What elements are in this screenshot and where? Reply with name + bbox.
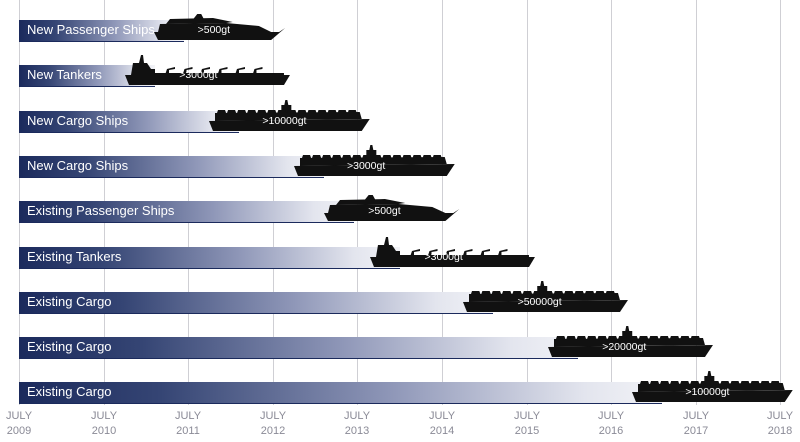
timeline-row: Existing Cargo >50000gt (19, 280, 629, 320)
passenger-ship-icon (154, 14, 286, 40)
axis-year: 2016 (598, 425, 624, 437)
row-label: Existing Cargo (27, 339, 112, 355)
cargo-ship-icon (547, 326, 713, 358)
axis-year: 2014 (429, 425, 455, 437)
axis-year: 2010 (91, 425, 117, 437)
timeline-bar (19, 201, 354, 224)
axis-label-2012: JULY 2012 (243, 409, 303, 439)
axis-year: 2015 (514, 425, 540, 437)
tonnage-threshold: >500gt (368, 205, 401, 218)
axis-label-2013: JULY 2013 (327, 409, 387, 439)
tonnage-threshold: >50000gt (517, 295, 562, 308)
axis-month: JULY (174, 410, 202, 422)
axis-month: JULY (343, 410, 371, 422)
axis-month: JULY (259, 410, 287, 422)
cargo-ship-icon (632, 371, 794, 403)
row-label: Existing Cargo (27, 384, 112, 400)
axis-label-2017: JULY 2017 (666, 409, 726, 439)
gridline-2017 (696, 0, 697, 405)
axis-label-2018: JULY 2018 (750, 409, 800, 439)
timeline-row: Existing Tankers >3000gt (19, 236, 536, 275)
passenger-ship-icon (323, 195, 459, 222)
row-label: New Cargo Ships (27, 157, 129, 173)
tonnage-threshold: >500gt (197, 24, 231, 36)
row-label: New Passenger Ships (27, 22, 155, 37)
timeline-bar (19, 110, 240, 133)
axis-label-2015: JULY 2015 (497, 409, 557, 439)
timeline-row: Existing Passenger Ships >500gt (19, 195, 459, 229)
axis-label-2011: JULY 2011 (158, 409, 218, 439)
row-label: Existing Tankers (27, 248, 122, 264)
cargo-ship-icon (463, 280, 629, 312)
timeline-bar (19, 65, 155, 88)
axis-month: JULY (682, 410, 710, 422)
axis-label-2014: JULY 2014 (412, 409, 472, 439)
row-label: New Tankers (27, 67, 102, 83)
axis-year: 2011 (176, 425, 200, 437)
axis-month: JULY (90, 410, 118, 422)
timeline-row: New Passenger Ships >500gt (19, 14, 286, 48)
tanker-icon (124, 55, 290, 86)
axis-year: 2013 (344, 425, 370, 437)
axis-year: 2017 (683, 425, 709, 437)
row-label: New Cargo Ships (27, 112, 129, 128)
axis-month: JULY (428, 410, 456, 422)
timeline-row: Existing Cargo >10000gt (19, 371, 794, 410)
timeline-bar (19, 337, 578, 360)
timeline-row: New Cargo Ships >3000gt (19, 144, 455, 184)
cargo-ship-icon (209, 99, 371, 131)
gridline-2014 (442, 0, 443, 405)
timeline-row: Existing Cargo >20000gt (19, 326, 713, 365)
gridline-2018 (780, 0, 781, 405)
axis-month: JULY (766, 410, 794, 422)
tonnage-threshold: >3000gt (346, 159, 386, 172)
tonnage-threshold: >20000gt (602, 341, 647, 354)
cargo-ship-icon (293, 144, 455, 176)
timeline-bar (19, 155, 324, 178)
timeline-bar (19, 291, 494, 314)
tanker-icon (370, 236, 536, 267)
axis-month: JULY (513, 410, 541, 422)
gridline-2016 (611, 0, 612, 405)
gridline-2015 (527, 0, 528, 405)
timeline-row: New Cargo Ships >10000gt (19, 99, 371, 139)
timeline-bar (19, 382, 663, 405)
tonnage-threshold: >3000gt (179, 69, 218, 82)
axis-year: 2012 (260, 425, 286, 437)
axis-label-2009: JULY 2009 (0, 409, 49, 439)
tonnage-threshold: >10000gt (685, 386, 730, 399)
tonnage-threshold: >3000gt (424, 250, 463, 263)
axis-year: 2009 (6, 425, 32, 437)
axis-label-2016: JULY 2016 (581, 409, 641, 439)
timeline-row: New Tankers >3000gt (19, 55, 290, 93)
row-label: Existing Cargo (27, 293, 112, 309)
axis-label-2010: JULY 2010 (74, 409, 134, 439)
timeline-bar (19, 246, 401, 269)
tonnage-threshold: >10000gt (262, 114, 307, 127)
axis-month: JULY (5, 410, 33, 422)
axis-year: 2018 (767, 425, 793, 437)
timeline-bar (19, 20, 185, 42)
row-label: Existing Passenger Ships (27, 203, 175, 219)
axis-month: JULY (597, 410, 625, 422)
